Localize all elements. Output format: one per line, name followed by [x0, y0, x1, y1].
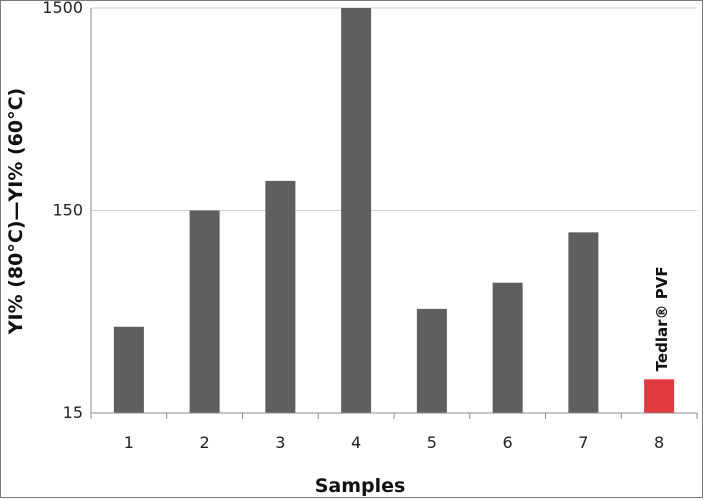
bar-sample-4 [341, 8, 372, 413]
bar-sample-2 [189, 210, 220, 413]
x-tick-label: 8 [654, 433, 664, 452]
axes [90, 8, 698, 419]
bar-sample-1 [113, 326, 144, 413]
bar-sample-3 [265, 180, 296, 413]
x-axis-label: Samples [315, 475, 406, 497]
x-tick-label: 4 [351, 433, 361, 452]
x-tick-label: 5 [427, 433, 437, 452]
x-tick-label: 3 [275, 433, 285, 452]
bars [113, 8, 675, 413]
y-axis-label: YI% (80°C)—YI% (60°C) [5, 88, 27, 335]
y-tick-label: 150 [52, 201, 83, 220]
y-tick-label: 1500 [42, 0, 83, 17]
x-tick-label: 7 [578, 433, 588, 452]
bar-sample-8 [644, 379, 675, 413]
gridlines [91, 7, 697, 211]
x-tick-label: 2 [200, 433, 210, 452]
y-tick-label: 15 [63, 403, 83, 422]
bar-sample-6 [492, 282, 523, 413]
x-tick-label: 6 [503, 433, 513, 452]
bar-sample-7 [568, 232, 599, 413]
bar-sample-5 [416, 308, 447, 413]
tick-labels: 15 150 1500 1 2 3 4 5 6 7 8 [42, 0, 664, 452]
tedlar-pvf-annotation: Tedlar® PVF [653, 266, 671, 371]
x-tick-label: 1 [124, 433, 134, 452]
